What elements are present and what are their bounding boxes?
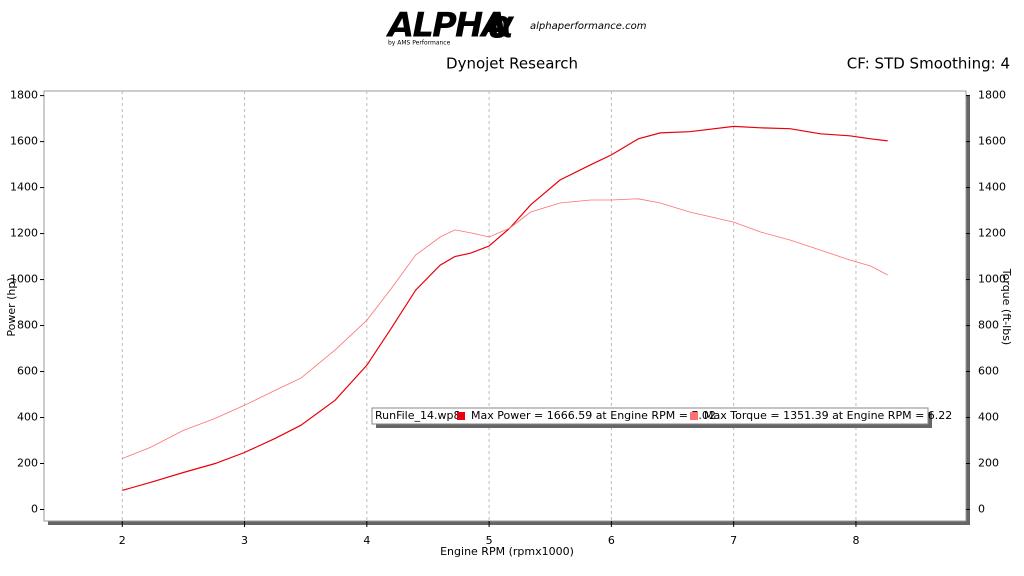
plot-area bbox=[43, 90, 967, 522]
y-tick-label: 1600 bbox=[10, 135, 38, 148]
y2-tick-label: 600 bbox=[978, 365, 999, 378]
y2-tick-label: 1800 bbox=[978, 89, 1006, 102]
y-tick-label: 1000 bbox=[10, 273, 38, 286]
y-tick-label: 800 bbox=[17, 319, 38, 332]
y2-tick-label: 1000 bbox=[978, 273, 1006, 286]
logo-tagline: by AMS Performance bbox=[388, 40, 451, 47]
x-tick-label: 8 bbox=[852, 534, 859, 547]
x-tick-label: 3 bbox=[241, 534, 248, 547]
chart-subtitle: CF: STD Smoothing: 4 bbox=[847, 55, 1010, 73]
y2-tick-label: 200 bbox=[978, 457, 999, 470]
y-tick-label: 1800 bbox=[10, 89, 38, 102]
y2-tick-label: 400 bbox=[978, 411, 999, 424]
x-tick-label: 5 bbox=[486, 534, 493, 547]
x-tick-label: 2 bbox=[119, 534, 126, 547]
chart-title: Dynojet Research bbox=[446, 55, 578, 73]
x-axis-title: Engine RPM (rpmx1000) bbox=[440, 545, 574, 558]
y-axis-title: Power (hp) bbox=[5, 277, 18, 336]
legend-label: Max Torque = 1351.39 at Engine RPM = 6.2… bbox=[704, 409, 952, 422]
logo-symbol: α bbox=[488, 3, 515, 47]
series-line bbox=[122, 198, 888, 459]
legend bbox=[371, 407, 929, 425]
y2-tick-label: 1600 bbox=[978, 135, 1006, 148]
url: alphaperformance.com bbox=[530, 21, 647, 32]
series-line bbox=[122, 125, 888, 491]
plot bbox=[121, 91, 888, 521]
y2-tick-label: 1200 bbox=[978, 227, 1006, 240]
y-tick-label: 600 bbox=[17, 365, 38, 378]
y2-axis-title: Torque (ft-lbs) bbox=[1000, 268, 1013, 345]
y-tick-label: 1200 bbox=[10, 227, 38, 240]
legend-file: RunFile_14.wp8 bbox=[375, 409, 460, 422]
logo: ALPHA bbox=[385, 6, 506, 46]
y-tick-label: 1400 bbox=[10, 181, 38, 194]
y2-tick-label: 0 bbox=[978, 503, 985, 516]
legend-swatch bbox=[457, 412, 465, 420]
x-tick-label: 4 bbox=[363, 534, 370, 547]
y2-tick-label: 1400 bbox=[978, 181, 1006, 194]
x-tick-label: 6 bbox=[608, 534, 615, 547]
legend-label: Max Power = 1666.59 at Engine RPM = 7.02 bbox=[471, 409, 716, 422]
y-tick-label: 0 bbox=[31, 503, 38, 516]
y-tick-label: 200 bbox=[17, 457, 38, 470]
y-tick-label: 400 bbox=[17, 411, 38, 424]
x-tick-label: 7 bbox=[730, 534, 737, 547]
y2-tick-label: 800 bbox=[978, 319, 999, 332]
legend-swatch bbox=[690, 412, 698, 420]
